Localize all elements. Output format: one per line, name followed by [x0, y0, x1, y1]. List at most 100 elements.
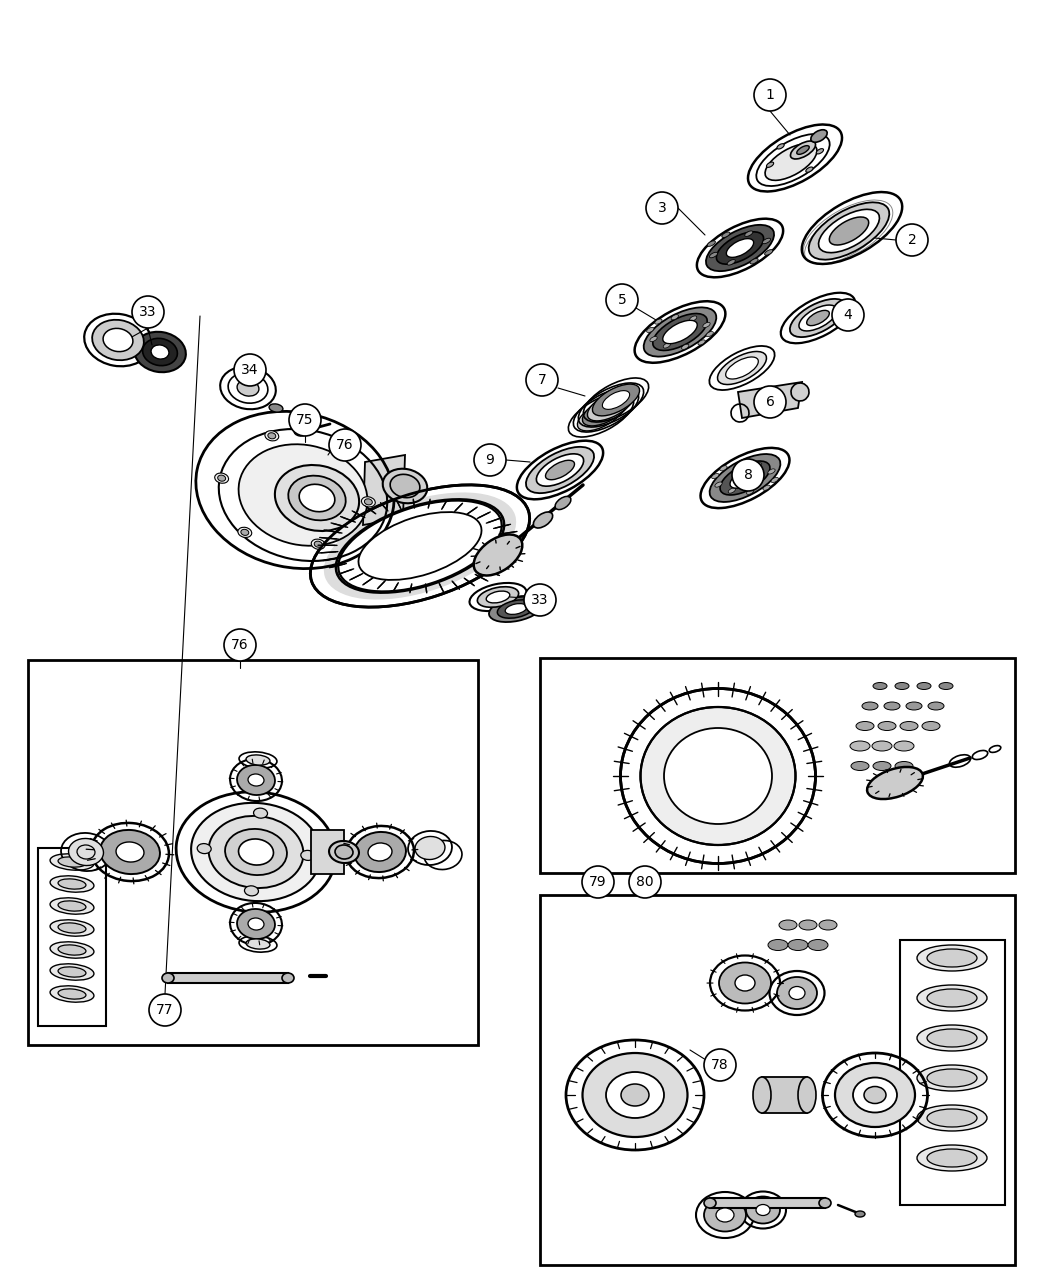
Bar [28, 660, 478, 1046]
Ellipse shape [338, 501, 502, 592]
Circle shape [732, 459, 764, 491]
Ellipse shape [864, 1086, 886, 1103]
Ellipse shape [939, 682, 953, 690]
Ellipse shape [50, 919, 93, 936]
Ellipse shape [143, 338, 177, 366]
Ellipse shape [391, 474, 420, 497]
Ellipse shape [819, 921, 837, 929]
Ellipse shape [917, 986, 987, 1011]
Circle shape [704, 1049, 736, 1081]
Ellipse shape [663, 320, 697, 344]
Ellipse shape [117, 842, 144, 862]
Ellipse shape [606, 1072, 664, 1118]
Text: 34: 34 [242, 363, 258, 377]
Ellipse shape [50, 876, 93, 892]
Ellipse shape [763, 486, 771, 491]
Ellipse shape [58, 945, 86, 955]
Ellipse shape [872, 741, 892, 751]
Ellipse shape [526, 446, 594, 493]
Circle shape [896, 224, 928, 256]
Ellipse shape [768, 469, 775, 474]
Ellipse shape [706, 224, 774, 272]
Ellipse shape [603, 390, 630, 409]
Ellipse shape [237, 380, 259, 397]
Ellipse shape [816, 149, 823, 154]
Ellipse shape [799, 921, 817, 929]
Ellipse shape [225, 829, 287, 875]
Ellipse shape [894, 741, 914, 751]
Ellipse shape [592, 384, 639, 416]
Ellipse shape [151, 346, 169, 360]
Ellipse shape [917, 945, 987, 972]
Ellipse shape [917, 1145, 987, 1170]
Ellipse shape [706, 332, 713, 337]
Bar [900, 940, 1005, 1205]
Text: 5: 5 [617, 293, 627, 307]
Ellipse shape [103, 329, 133, 352]
Ellipse shape [489, 595, 543, 622]
Ellipse shape [664, 343, 671, 348]
Ellipse shape [209, 816, 303, 889]
Circle shape [526, 363, 558, 397]
Ellipse shape [716, 232, 763, 264]
Ellipse shape [927, 989, 976, 1007]
Ellipse shape [100, 830, 160, 875]
Circle shape [149, 994, 181, 1026]
Ellipse shape [744, 231, 753, 236]
Ellipse shape [361, 497, 375, 507]
Polygon shape [363, 455, 405, 525]
Ellipse shape [850, 761, 869, 770]
Ellipse shape [917, 1065, 987, 1091]
Text: 80: 80 [636, 875, 654, 889]
Ellipse shape [294, 428, 306, 436]
Ellipse shape [474, 534, 522, 575]
Ellipse shape [719, 465, 727, 470]
Ellipse shape [50, 964, 93, 980]
Ellipse shape [917, 1025, 987, 1051]
Ellipse shape [873, 682, 887, 690]
Circle shape [646, 193, 678, 224]
Text: 33: 33 [140, 305, 156, 319]
Polygon shape [311, 830, 344, 873]
Ellipse shape [736, 462, 743, 467]
Ellipse shape [771, 477, 778, 482]
Ellipse shape [895, 682, 909, 690]
Bar [540, 658, 1015, 873]
Ellipse shape [245, 886, 258, 896]
Ellipse shape [900, 722, 918, 731]
Ellipse shape [587, 389, 634, 421]
Ellipse shape [855, 1211, 865, 1218]
Ellipse shape [299, 484, 335, 511]
Ellipse shape [268, 432, 276, 439]
Ellipse shape [621, 1084, 649, 1105]
Ellipse shape [917, 682, 931, 690]
Ellipse shape [884, 703, 900, 710]
Ellipse shape [721, 232, 730, 237]
Ellipse shape [58, 878, 86, 889]
Polygon shape [168, 973, 288, 983]
Ellipse shape [873, 761, 891, 770]
Ellipse shape [162, 973, 174, 983]
Ellipse shape [753, 1077, 771, 1113]
Ellipse shape [248, 774, 264, 785]
Circle shape [606, 284, 638, 316]
Ellipse shape [791, 382, 808, 402]
Text: 78: 78 [711, 1058, 729, 1072]
Circle shape [754, 79, 786, 111]
Ellipse shape [727, 238, 754, 258]
Text: 4: 4 [843, 309, 853, 323]
Ellipse shape [853, 1077, 897, 1113]
Circle shape [754, 386, 786, 418]
Ellipse shape [702, 323, 710, 328]
Ellipse shape [726, 357, 758, 379]
Ellipse shape [478, 586, 519, 607]
Text: 2: 2 [907, 233, 917, 247]
Ellipse shape [415, 836, 445, 859]
Circle shape [132, 296, 164, 328]
Ellipse shape [58, 989, 86, 1000]
Ellipse shape [808, 940, 828, 950]
Ellipse shape [664, 728, 772, 824]
Ellipse shape [730, 468, 760, 488]
Ellipse shape [779, 921, 797, 929]
Ellipse shape [134, 332, 186, 372]
